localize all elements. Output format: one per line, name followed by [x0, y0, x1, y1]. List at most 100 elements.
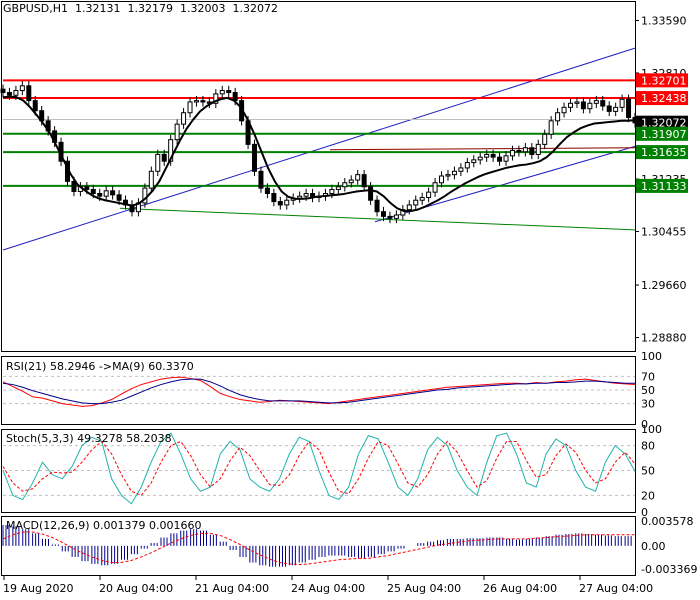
rsi-tick-label: 50 — [641, 384, 655, 397]
stoch-tick-label: 100 — [641, 423, 662, 436]
candle-body — [277, 201, 283, 206]
candle-body — [529, 147, 535, 155]
candle-body — [374, 199, 380, 213]
candle-body — [464, 162, 470, 169]
candle-body — [284, 199, 290, 206]
candle-body — [368, 186, 374, 201]
rsi-tick-label: 70 — [641, 370, 655, 383]
candle-body — [335, 186, 341, 190]
price-tick-label: 1.33590 — [641, 15, 687, 28]
price-tick-label: 1.30455 — [641, 226, 687, 239]
price-tick-label: 1.28880 — [641, 332, 687, 345]
macd-signal-line — [2, 531, 635, 566]
candle-body — [548, 120, 554, 135]
time-tick-label: 27 Aug 04:00 — [579, 582, 653, 595]
candle-body — [303, 193, 309, 197]
main-pane-frame — [1, 1, 636, 352]
candle-body — [348, 179, 354, 184]
candle-body — [574, 101, 580, 104]
chart-header: GBPUSD,H1 1.32131 1.32179 1.32003 1.3207… — [3, 2, 278, 15]
time-tick-label: 25 Aug 04:00 — [387, 582, 461, 595]
candle-body — [26, 85, 32, 102]
support-price-label-box — [636, 178, 688, 193]
candle-body — [116, 194, 122, 201]
candle-body — [413, 199, 419, 206]
candle-body — [271, 193, 277, 203]
candle-body — [148, 170, 154, 189]
candle-body — [471, 159, 477, 164]
rsi-ma-line — [2, 378, 635, 405]
stoch-tick-label: 0 — [641, 506, 648, 519]
time-tick-label: 21 Aug 04:00 — [195, 582, 269, 595]
macd-pane-frame — [1, 516, 636, 576]
time-tick-label: 20 Aug 04:00 — [99, 582, 173, 595]
candle-body — [451, 170, 457, 176]
candle-body — [593, 100, 599, 104]
rsi-title: RSI(21) 58.2946 ->MA(9) 60.3370 — [6, 360, 194, 373]
candle-body — [168, 139, 174, 162]
rsi-tick-label: 0 — [641, 418, 648, 431]
candle-body — [580, 101, 586, 110]
candle-body — [181, 112, 187, 125]
moving-average-line — [2, 95, 636, 212]
candle-body — [264, 187, 270, 195]
candle-body — [342, 182, 348, 188]
support-trend-line — [119, 207, 636, 231]
candle-body — [606, 105, 612, 112]
low-value: 1.32003 — [179, 2, 226, 15]
candle-body — [432, 182, 438, 193]
macd-tick-label: 0.003578 — [641, 515, 694, 528]
candle-body — [497, 156, 503, 162]
candle-body — [458, 167, 464, 172]
candle-body — [258, 170, 264, 189]
stoch-signal-line — [2, 440, 636, 497]
rsi-tick-label: 100 — [641, 350, 662, 363]
candle-body — [490, 153, 496, 158]
stoch-tick-label: 80 — [641, 440, 655, 453]
current-price-label-box — [636, 115, 688, 130]
candle-body — [516, 149, 522, 153]
macd-tick-label: -0.003369 — [641, 563, 697, 576]
candle-body — [555, 112, 561, 122]
symbol-label: GBPUSD,H1 — [3, 2, 68, 15]
rsi-pane-frame — [1, 356, 636, 425]
candle-body — [509, 149, 515, 157]
high-value: 1.32179 — [127, 2, 173, 15]
candle-body — [445, 174, 451, 177]
candle-body — [535, 143, 541, 155]
support-price-label: 1.31907 — [641, 128, 687, 141]
candle-body — [561, 106, 567, 114]
stoch-tick-label: 20 — [641, 489, 655, 502]
candle-body — [587, 102, 593, 110]
support-price-label: 1.31635 — [641, 146, 687, 159]
minor-trend-line — [329, 147, 636, 151]
candle-body — [19, 85, 25, 92]
candle-body — [213, 93, 219, 104]
candle-body — [329, 188, 335, 194]
candle-body — [355, 174, 361, 181]
candle-body — [84, 186, 90, 190]
candle-body — [174, 123, 180, 141]
candle-body — [252, 143, 258, 172]
channel-upper-line — [2, 47, 636, 251]
close-value: 1.32072 — [232, 2, 278, 15]
candle-body — [380, 211, 386, 217]
resistance-price-label: 1.32701 — [641, 74, 687, 87]
candle-body — [439, 175, 445, 184]
macd-tick-label: 0.00 — [641, 540, 666, 553]
candle-body — [161, 153, 167, 162]
candle-body — [419, 197, 425, 201]
price-tick-label: 1.29660 — [641, 279, 687, 292]
candle-body — [568, 102, 574, 108]
candle-body — [187, 101, 193, 114]
candle-body — [600, 100, 606, 107]
support-price-label-box — [636, 145, 688, 160]
candle-body — [90, 188, 96, 194]
candle-body — [503, 155, 509, 162]
current-price-label: 1.32072 — [641, 117, 687, 130]
candle-body — [393, 214, 399, 219]
candle-body — [226, 90, 232, 94]
candle-body — [361, 174, 367, 188]
candle-body — [477, 156, 483, 161]
